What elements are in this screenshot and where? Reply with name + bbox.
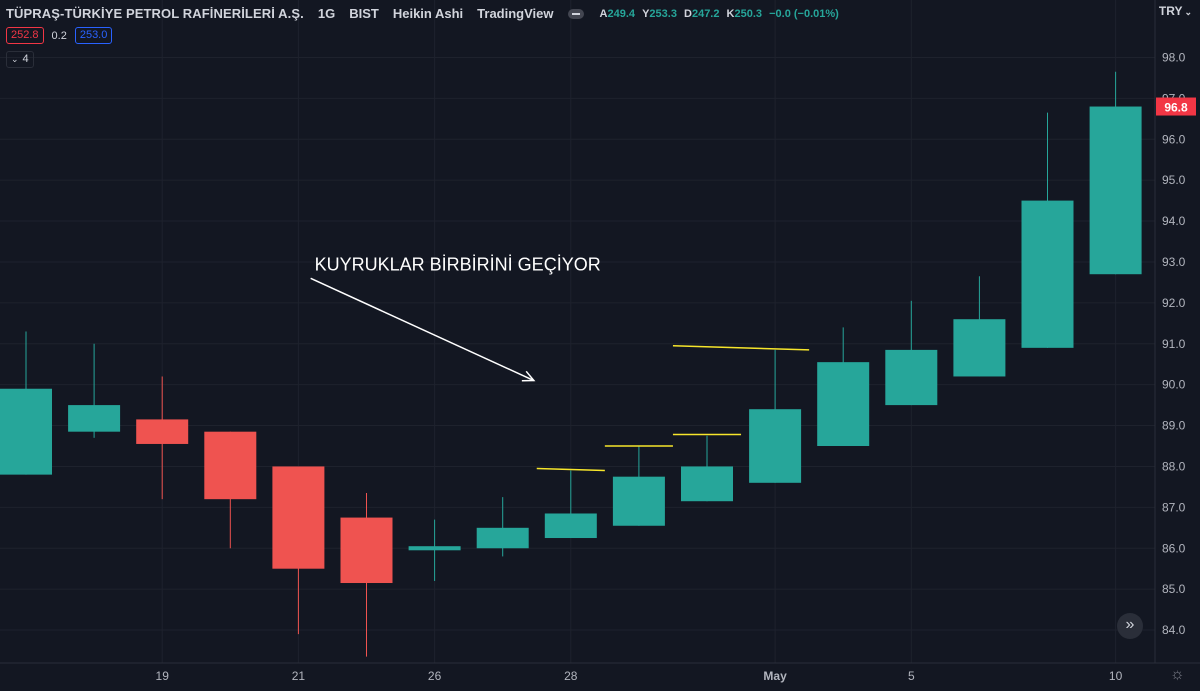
- currency-selector[interactable]: TRY ⌄: [1159, 4, 1192, 18]
- annotation-arrow-head: [521, 370, 536, 382]
- y-tick-label: 95.0: [1162, 173, 1186, 187]
- collapse-toggle-icon[interactable]: [567, 8, 584, 19]
- x-tick-label: 5: [908, 669, 915, 683]
- bid-ask-row: 252.8 0.2 253.0: [6, 27, 113, 44]
- open-value: 249.4: [607, 7, 635, 20]
- y-tick-label: 98.0: [1162, 50, 1186, 64]
- open-label: A: [599, 7, 608, 20]
- high-label: Y: [642, 7, 650, 20]
- source-label: TradingView: [477, 6, 554, 21]
- candle-body: [0, 388, 52, 475]
- currency-label: TRY: [1158, 4, 1183, 18]
- ohlc-values: A249.4 Y253.3 D247.2 K250.3 −0.0 (−0.01%…: [596, 8, 839, 20]
- y-tick-label: 88.0: [1162, 459, 1186, 473]
- settings-gear-icon[interactable]: ☼: [1170, 666, 1185, 683]
- candle-body: [1021, 200, 1074, 348]
- annotation-text: KUYRUKLAR BİRBİRİNİ GEÇİYOR: [315, 254, 601, 274]
- y-tick-label: 90.0: [1162, 378, 1186, 392]
- chevron-down-icon: ⌄: [1184, 7, 1192, 17]
- chart-style-label: Heikin Ashi: [392, 6, 464, 21]
- annotation-arrow: [310, 277, 535, 382]
- annotation-line: [536, 467, 605, 472]
- candle-body: [340, 517, 393, 584]
- y-tick-label: 89.0: [1162, 419, 1186, 433]
- y-tick-label: 86.0: [1162, 541, 1186, 555]
- candle-body: [544, 513, 597, 539]
- low-label: D: [684, 7, 692, 20]
- close-value: 250.3: [734, 7, 763, 20]
- candle-body: [953, 319, 1006, 377]
- annotation-line: [672, 345, 810, 351]
- chevron-down-icon: ⌄: [11, 54, 19, 64]
- candle-body: [885, 349, 938, 406]
- y-tick-label: 96.0: [1162, 132, 1186, 146]
- y-tick-label: 92.0: [1162, 296, 1186, 310]
- candle-body: [817, 362, 870, 446]
- high-value: 253.3: [649, 7, 677, 20]
- candle-body: [272, 466, 325, 569]
- y-tick-label: 85.0: [1162, 582, 1186, 596]
- indicators-toggle[interactable]: ⌄ 4: [6, 51, 34, 68]
- candle-body: [1089, 106, 1142, 275]
- x-tick-label: May: [763, 669, 787, 683]
- spread-value: 0.2: [51, 29, 67, 42]
- candle-body: [68, 405, 121, 432]
- x-tick-label: 26: [428, 669, 442, 683]
- exchange-label: BIST: [349, 6, 379, 21]
- x-tick-label: 10: [1109, 669, 1123, 683]
- candle-body: [204, 431, 257, 500]
- candle-body: [612, 476, 665, 526]
- candle-body: [749, 409, 802, 483]
- x-tick-label: 28: [564, 669, 578, 683]
- y-tick-label: 93.0: [1162, 255, 1186, 269]
- scroll-to-realtime-button[interactable]: »: [1117, 613, 1143, 639]
- candle-body: [408, 546, 461, 551]
- y-tick-label: 94.0: [1162, 214, 1186, 228]
- indicators-count: 4: [22, 53, 29, 65]
- candle-body: [476, 527, 529, 549]
- interval-label[interactable]: 1G: [317, 6, 336, 21]
- chart-header: TÜPRAŞ-TÜRKİYE PETROL RAFİNERİLERİ A.Ş. …: [6, 6, 839, 21]
- candle-body: [681, 466, 733, 502]
- bid-price[interactable]: 252.8: [6, 27, 44, 44]
- ask-price[interactable]: 253.0: [74, 27, 113, 44]
- candle-body: [136, 419, 189, 444]
- y-tick-label: 87.0: [1162, 500, 1186, 514]
- y-tick-label: 84.0: [1162, 623, 1186, 637]
- last-price-badge: [1156, 97, 1196, 116]
- symbol-name[interactable]: TÜPRAŞ-TÜRKİYE PETROL RAFİNERİLERİ A.Ş.: [6, 6, 304, 21]
- low-value: 247.2: [691, 7, 720, 20]
- x-tick-label: 21: [292, 669, 306, 683]
- last-price-label: 96.8: [1164, 101, 1188, 115]
- change-value: −0.0 (−0.01%): [769, 7, 839, 20]
- x-tick-label: 19: [156, 669, 170, 683]
- y-tick-label: 91.0: [1162, 337, 1186, 351]
- close-label: K: [726, 7, 735, 20]
